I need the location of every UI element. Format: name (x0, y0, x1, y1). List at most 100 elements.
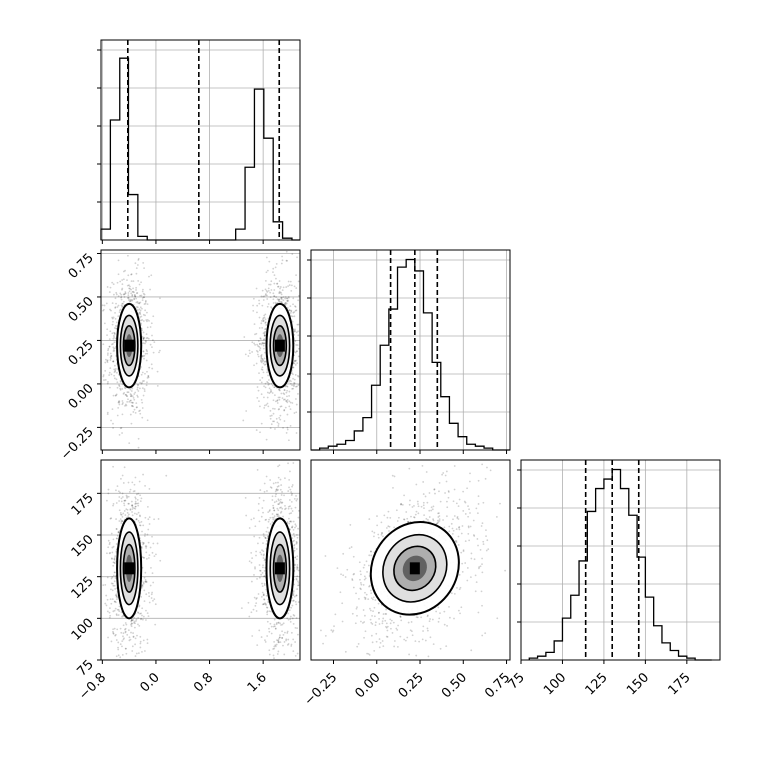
scatter-point (263, 360, 266, 363)
scatter-point (108, 371, 111, 374)
scatter-point (373, 649, 376, 652)
scatter-point (263, 553, 265, 556)
scatter-point (381, 532, 383, 535)
scatter-point (129, 638, 132, 641)
scatter-point (266, 298, 269, 300)
scatter-point (141, 618, 144, 621)
scatter-point (283, 653, 286, 656)
scatter-point (114, 337, 117, 340)
scatter-point (154, 603, 157, 606)
scatter-point (139, 500, 142, 503)
scatter-point (124, 293, 126, 295)
scatter-point (138, 302, 141, 304)
scatter-point (284, 302, 286, 305)
scatter-point (261, 376, 264, 379)
scatter-point (473, 535, 476, 537)
scatter-point (296, 498, 299, 500)
scatter-point (106, 552, 108, 555)
scatter-point (262, 594, 265, 597)
scatter-point (139, 640, 142, 643)
scatter-point (122, 632, 125, 635)
scatter-point (294, 526, 296, 529)
scatter-point (137, 623, 139, 626)
scatter-point (156, 384, 159, 387)
scatter-point (132, 280, 135, 282)
scatter-point (281, 255, 284, 258)
scatter-point (276, 399, 279, 402)
scatter-point (118, 610, 121, 613)
scatter-point (139, 412, 142, 415)
scatter-point (279, 498, 282, 501)
scatter-point (477, 479, 480, 482)
scatter-point (119, 427, 122, 430)
scatter-point (142, 473, 144, 476)
scatter-point (148, 601, 151, 604)
scatter-point (113, 584, 116, 587)
scatter-point (373, 531, 376, 534)
scatter-point (397, 516, 400, 519)
scatter-point (384, 619, 387, 622)
scatter-point (266, 305, 269, 308)
scatter-point (271, 495, 274, 498)
scatter-point (341, 602, 344, 605)
scatter-point (285, 399, 287, 402)
scatter-point (274, 400, 277, 403)
scatter-point (110, 517, 113, 520)
scatter-point (428, 620, 431, 623)
scatter-point (393, 645, 396, 648)
scatter-point (260, 295, 263, 298)
scatter-point (399, 616, 402, 618)
scatter-point (378, 646, 381, 649)
scatter-point (458, 498, 461, 501)
scatter-point (112, 502, 115, 505)
scatter-point (295, 541, 298, 544)
scatter-point (118, 520, 121, 522)
scatter-point (147, 528, 150, 531)
scatter-point (393, 526, 396, 529)
scatter-point (289, 280, 292, 283)
scatter-point (135, 301, 138, 304)
scatter-point (276, 513, 279, 516)
scatter-point (113, 331, 115, 334)
scatter-point (297, 633, 299, 636)
scatter-point (254, 525, 257, 528)
scatter-point (286, 395, 288, 398)
scatter-point (431, 508, 434, 511)
scatter-point (113, 336, 115, 339)
scatter-point (110, 355, 113, 358)
scatter-point (123, 391, 126, 394)
scatter-point (147, 615, 150, 618)
scatter-point (264, 602, 266, 605)
scatter-point (133, 483, 136, 486)
scatter-point (131, 504, 133, 507)
scatter-point (113, 571, 116, 574)
scatter-point (351, 579, 354, 581)
scatter-point (268, 649, 271, 652)
scatter-point (123, 466, 126, 469)
scatter-point (267, 374, 269, 377)
scatter-point (129, 509, 132, 511)
scatter-point (252, 608, 255, 611)
scatter-point (286, 297, 288, 300)
scatter-point (117, 608, 120, 611)
scatter-point (280, 624, 282, 626)
scatter-point (137, 390, 140, 392)
scatter-point (134, 391, 137, 394)
scatter-point (486, 539, 489, 542)
density-frame-1 (100, 249, 301, 451)
scatter-point (286, 521, 289, 524)
scatter-point (455, 502, 458, 505)
scatter-point (262, 319, 265, 322)
scatter-point (144, 578, 147, 581)
scatter-point (287, 618, 290, 621)
x-tick-label-3-4: 150 (624, 670, 652, 698)
scatter-point (104, 378, 107, 381)
scatter-point (111, 281, 114, 284)
scatter-point (417, 512, 420, 515)
scatter-point (266, 539, 268, 542)
scatter-point (290, 284, 293, 287)
scatter-point (360, 620, 362, 623)
scatter-point (120, 426, 123, 429)
scatter-point (457, 609, 460, 612)
scatter-point (112, 632, 115, 634)
